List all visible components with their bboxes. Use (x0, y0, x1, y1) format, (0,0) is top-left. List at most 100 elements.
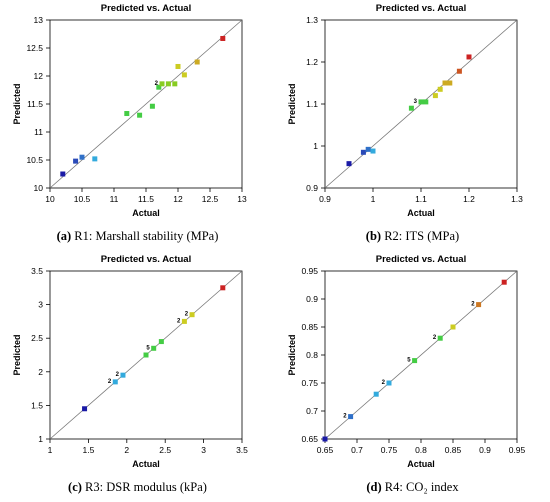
x-tick-label-d: 0.95 (509, 445, 526, 455)
chart-panel-d: Predicted vs. Actual 0.65 0.7 0.75 0.8 0.85 0.… (275, 251, 550, 502)
y-axis-label-d: Predicted (287, 334, 297, 375)
data-point-a (92, 156, 98, 162)
chart-panel-a: Predicted vs. Actual 10 10.5 11 11.5 12 12.5 13… (0, 0, 275, 251)
data-point-a (175, 63, 181, 69)
chart-panel-b: Predicted vs. Actual 0.9 1 1.1 1.2 1.3 0.9 1 1.1… (275, 0, 550, 251)
y-tick-label-a: 10 (34, 183, 44, 193)
data-point-d (437, 335, 443, 341)
data-point-b (432, 93, 438, 99)
point-multiplicity-label-d: 5 (407, 358, 411, 364)
chart-caption-b: (b) R2: ITS (MPa) (275, 229, 550, 244)
y-tick-label-b: 1.1 (306, 99, 318, 109)
x-tick-label-a: 11.5 (138, 194, 154, 204)
data-point-a (194, 59, 200, 65)
data-point-d (450, 324, 456, 330)
data-point-a (172, 81, 178, 87)
y-tick-label-d: 0.8 (306, 350, 318, 360)
point-multiplicity-label-d: 2 (343, 414, 347, 420)
y-tick-label-a: 11 (34, 127, 43, 137)
x-tick-label-b: 1.3 (511, 194, 523, 204)
data-point-d (476, 302, 482, 308)
data-point-b (447, 80, 453, 86)
chart-title-d: Predicted vs. Actual (376, 254, 466, 265)
data-point-b (423, 99, 429, 105)
x-tick-label-a: 10.5 (74, 194, 91, 204)
point-multiplicity-label-c: 2 (185, 312, 189, 318)
x-tick-label-d: 0.65 (317, 445, 334, 455)
y-tick-label-c: 2 (38, 367, 43, 377)
data-point-c (151, 345, 157, 351)
y-axis-label-b: Predicted (287, 83, 297, 124)
data-point-c (120, 372, 126, 378)
x-axis-label-a: Actual (132, 208, 160, 218)
x-tick-label-b: 1.1 (415, 194, 427, 204)
y-tick-label-d: 0.7 (306, 406, 318, 416)
plot-frame-c (49, 270, 243, 440)
data-point-a (159, 81, 165, 87)
y-tick-label-a: 13 (34, 15, 44, 25)
y-tick-label-b: 0.9 (306, 183, 318, 193)
y-tick-label-c: 1.5 (31, 400, 43, 410)
x-tick-label-b: 0.9 (319, 194, 331, 204)
data-point-b (437, 86, 443, 92)
point-multiplicity-label-d: 2 (471, 302, 475, 308)
x-tick-label-c: 1 (48, 445, 53, 455)
x-tick-label-a: 12 (173, 194, 183, 204)
data-point-a (220, 35, 226, 41)
y-tick-label-d: 0.95 (301, 266, 318, 276)
chart-title-c: Predicted vs. Actual (101, 254, 191, 265)
data-point-a (165, 81, 171, 87)
x-tick-label-a: 13 (237, 194, 247, 204)
x-tick-label-c: 2 (124, 445, 129, 455)
caption-text-c: R3: DSR modulus (kPa) (85, 480, 207, 494)
data-point-a (79, 154, 85, 160)
x-tick-label-b: 1 (371, 194, 376, 204)
y-tick-label-b: 1.2 (306, 57, 318, 67)
chart-caption-d: (d) R4: CO₂ index (275, 480, 550, 495)
point-multiplicity-label-b: 3 (414, 99, 418, 105)
y-axis-label-a: Predicted (12, 83, 22, 124)
y-tick-label-c: 2.5 (31, 333, 43, 343)
data-point-b (370, 148, 376, 154)
data-point-b (408, 105, 414, 111)
x-tick-label-d: 0.85 (445, 445, 462, 455)
data-point-d (501, 279, 507, 285)
x-axis-label-b: Actual (407, 208, 435, 218)
caption-text-b: R2: ITS (MPa) (384, 229, 460, 243)
y-tick-label-b: 1.3 (306, 15, 318, 25)
chart-caption-a: (a) R1: Marshall stability (MPa) (0, 229, 275, 244)
y-tick-label-a: 11.5 (27, 99, 43, 109)
y-tick-label-a: 12 (34, 71, 44, 81)
chart-svg-c: Predicted vs. Actual 1 1.5 2 2.5 3 3.5 1 1.5 2 2.5… (12, 254, 248, 469)
data-point-a (137, 112, 143, 118)
data-point-c (82, 406, 88, 412)
data-point-a (181, 72, 187, 78)
x-tick-label-a: 11 (110, 194, 119, 204)
y-tick-label-a: 10.5 (26, 155, 43, 165)
y-tick-label-c: 3 (38, 300, 43, 310)
point-multiplicity-label-c: 2 (116, 372, 120, 378)
data-point-d (386, 380, 392, 386)
data-point-d (412, 358, 418, 364)
caption-letter-d: (d) (366, 480, 382, 494)
y-tick-label-d: 0.9 (306, 294, 318, 304)
caption-letter-a: (a) (56, 229, 72, 243)
data-point-a (149, 103, 155, 109)
y-tick-label-d: 0.65 (301, 434, 318, 444)
x-tick-label-c: 1.5 (82, 445, 94, 455)
data-point-d (373, 391, 379, 397)
point-multiplicity-label-d: 2 (382, 380, 386, 386)
chart-title-b: Predicted vs. Actual (376, 3, 466, 14)
x-axis-label-d: Actual (407, 459, 435, 469)
chart-svg-b: Predicted vs. Actual 0.9 1 1.1 1.2 1.3 0.9 1 1.1… (287, 3, 523, 218)
data-point-c (220, 285, 226, 291)
data-point-b (456, 68, 462, 74)
caption-letter-b: (b) (365, 229, 382, 243)
chart-svg-d: Predicted vs. Actual 0.65 0.7 0.75 0.8 0.85 0.… (287, 254, 526, 469)
data-point-c (158, 339, 164, 345)
caption-letter-c: (c) (68, 480, 82, 494)
x-tick-label-c: 3.5 (236, 445, 248, 455)
y-tick-label-d: 0.75 (301, 378, 318, 388)
data-point-c (181, 318, 187, 324)
data-point-c (112, 379, 118, 385)
